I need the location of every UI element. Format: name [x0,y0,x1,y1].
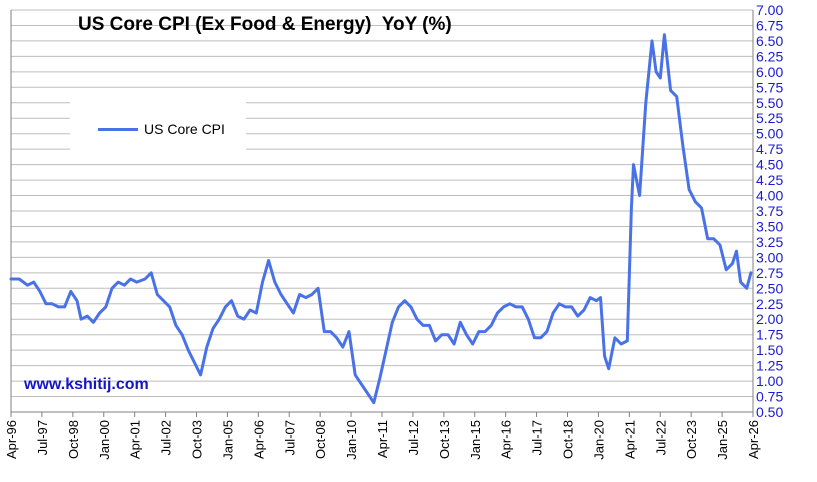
y-tick-label: 1.75 [756,327,783,343]
y-tick-label: 2.00 [756,311,783,327]
y-tick-label: 6.25 [756,48,783,64]
y-tick-label: 4.75 [756,141,783,157]
y-tick-label: 1.25 [756,358,783,374]
x-tick-label: Jul-22 [653,420,668,455]
x-tick-label: Apr-26 [746,420,761,459]
x-tick-label: Apr-01 [128,420,143,459]
y-tick-label: 6.00 [756,64,783,80]
legend-label: US Core CPI [144,121,225,137]
y-tick-label: 4.25 [756,172,783,188]
x-tick-label: Apr-16 [499,420,514,459]
series-line-us-core-cpi [9,33,753,405]
x-tick-label: Jan-20 [591,420,606,460]
x-tick-label: Apr-96 [4,420,19,459]
y-tick-label: 5.25 [756,110,783,126]
x-tick-label: Oct-13 [437,420,452,459]
y-tick-label: 3.00 [756,249,783,265]
y-tick-label: 6.50 [756,33,783,49]
legend-swatch [98,128,138,131]
x-tick-label: Jan-15 [468,420,483,460]
x-tick-label: Jan-00 [97,420,112,460]
y-tick-label: 5.50 [756,95,783,111]
y-tick-label: 1.50 [756,342,783,358]
y-tick-label: 5.00 [756,126,783,142]
x-tick-label: Oct-98 [66,420,81,459]
x-tick-label: Oct-03 [190,420,205,459]
legend: US Core CPI [70,101,246,155]
x-tick-label: Oct-08 [313,420,328,459]
x-tick-label: Jul-12 [406,420,421,455]
y-tick-label: 2.25 [756,296,783,312]
y-tick-label: 6.75 [756,17,783,33]
y-tick-label: 3.75 [756,203,783,219]
x-tick-label: Jul-02 [159,420,174,455]
y-axis: 0.500.751.001.251.501.752.002.252.502.75… [756,2,783,420]
chart-title: US Core CPI (Ex Food & Energy) YoY (%) [78,14,452,35]
y-tick-label: 5.75 [756,79,783,95]
y-tick-label: 7.00 [756,2,783,18]
y-tick-label: 4.50 [756,157,783,173]
watermark: www.kshitij.com [24,376,149,393]
grid [11,9,753,413]
y-tick-label: 2.75 [756,265,783,281]
x-tick-label: Apr-11 [375,420,390,458]
x-tick-label: Jan-05 [220,420,235,460]
x-tick-label: Jul-97 [35,420,50,455]
y-tick-label: 3.50 [756,218,783,234]
x-tick-label: Oct-18 [561,420,576,459]
x-axis: Apr-96 Jul-97 Oct-98 Jan-00 Apr-01 Jul-02 Oct-… [4,412,761,460]
x-tick-label: Jan-25 [715,420,730,460]
x-tick-label: Oct-23 [684,420,699,459]
y-tick-label: 3.25 [756,234,783,250]
x-tick-label: Jul-17 [530,420,545,455]
x-tick-label: Apr-06 [251,420,266,459]
y-tick-label: 0.50 [756,404,783,420]
y-tick-label: 4.00 [756,188,783,204]
y-tick-label: 0.75 [756,389,783,405]
y-tick-label: 1.00 [756,373,783,389]
x-tick-label: Apr-21 [622,420,637,459]
x-tick-label: Jan-10 [344,420,359,460]
y-tick-label: 2.50 [756,280,783,296]
x-tick-label: Jul-07 [282,420,297,455]
